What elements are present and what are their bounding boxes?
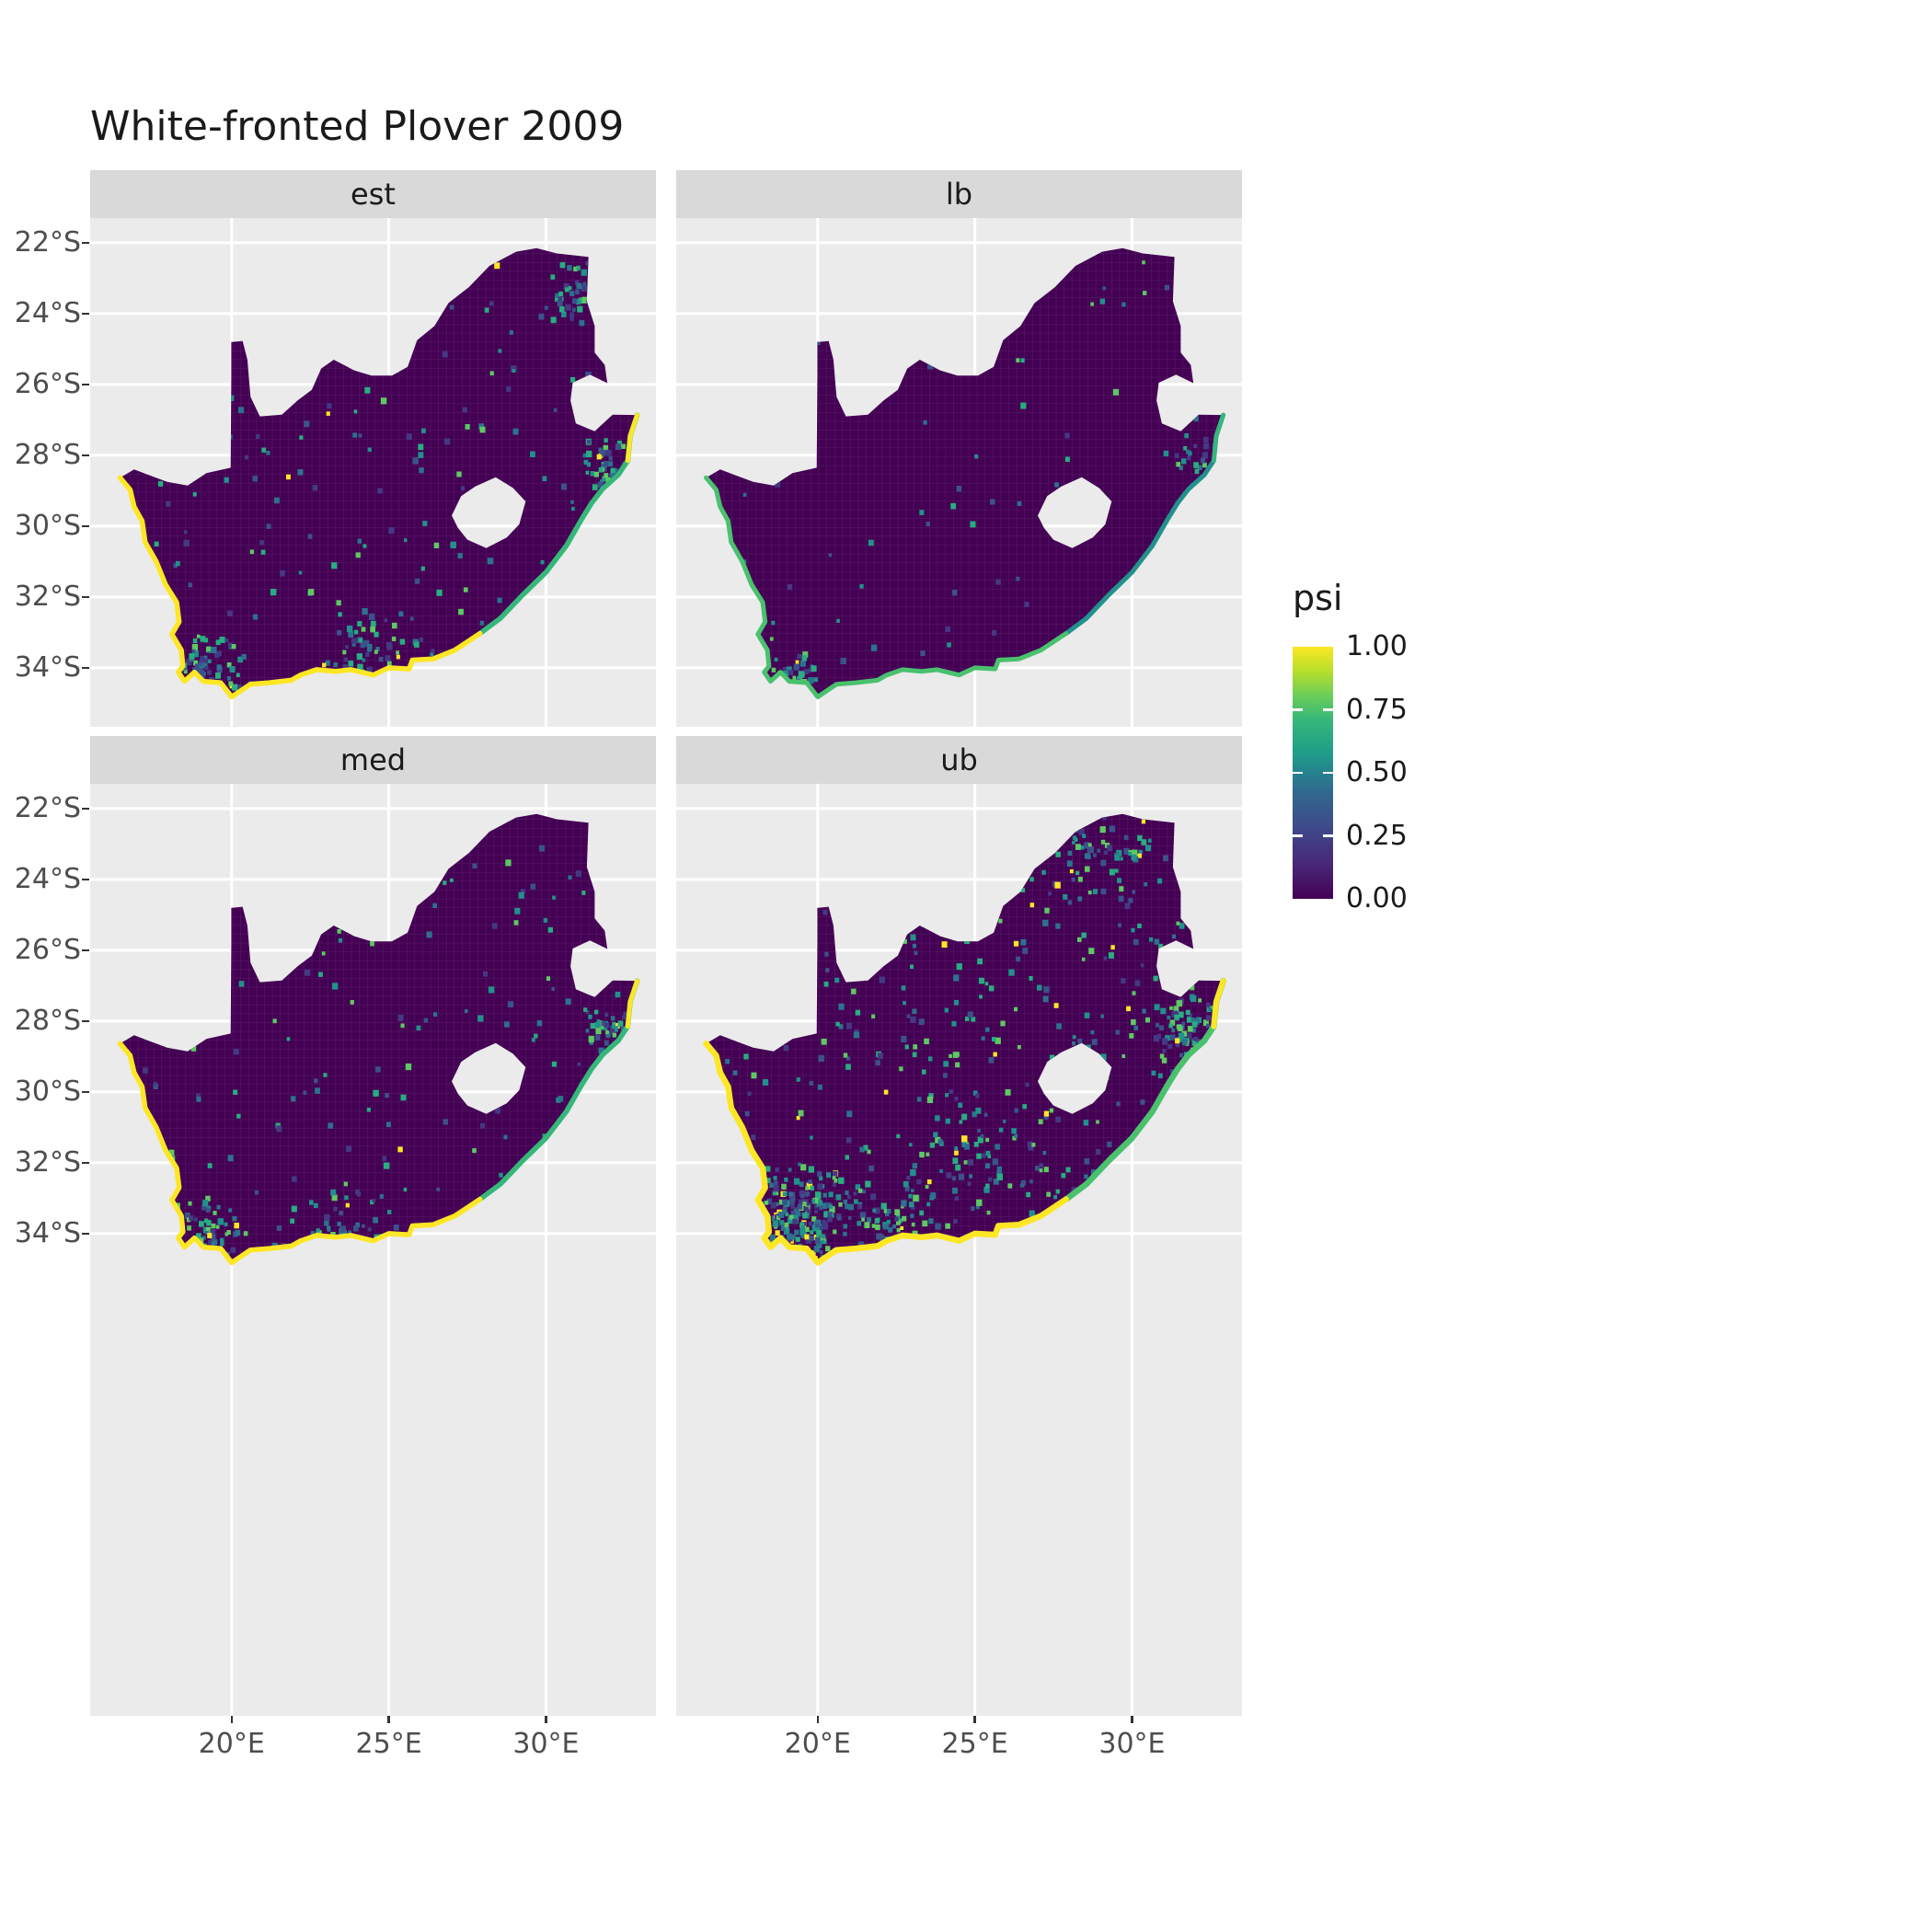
x-axis-tick (973, 1716, 976, 1723)
legend-colorbar-tick (1293, 771, 1303, 775)
x-axis-label: 30°E (512, 1728, 580, 1760)
y-axis-label: 26°S (14, 367, 81, 400)
y-axis-tick (82, 383, 89, 386)
legend-colorbar-tick (1293, 834, 1303, 837)
x-axis-label: 25°E (941, 1728, 1008, 1760)
facet-strip-ub: ub (676, 736, 1242, 784)
legend-tick-label: 0.25 (1346, 819, 1408, 852)
y-axis-tick (82, 949, 89, 952)
y-axis-label: 22°S (14, 225, 81, 259)
x-axis-tick (387, 1716, 390, 1723)
facet-strip-med: med (90, 736, 656, 784)
x-axis-label: 20°E (198, 1728, 265, 1760)
legend-tick-label: 1.00 (1346, 630, 1408, 662)
x-axis-tick (545, 1716, 547, 1723)
legend-colorbar-tick (1323, 708, 1333, 711)
y-axis-label: 30°S (14, 509, 81, 542)
facet-panel-lb (676, 218, 1242, 727)
legend-tick-label: 0.75 (1346, 693, 1408, 726)
x-axis-label: 20°E (784, 1728, 851, 1760)
map-est (90, 218, 656, 727)
y-axis-tick (82, 1232, 89, 1236)
legend-tick-label: 0.00 (1346, 882, 1408, 914)
y-axis-tick (82, 454, 89, 457)
y-axis-label: 34°S (14, 650, 81, 684)
y-axis-tick (82, 595, 89, 599)
y-axis-label: 28°S (14, 1004, 81, 1037)
x-axis-tick (230, 1716, 233, 1723)
y-axis-label: 32°S (14, 1145, 81, 1179)
y-axis-tick (82, 1019, 89, 1023)
legend-colorbar-tick (1293, 708, 1303, 711)
figure-title: White-fronted Plover 2009 (90, 103, 625, 150)
y-axis-tick (82, 1161, 89, 1165)
y-axis-tick (82, 807, 89, 811)
y-axis-tick (82, 878, 89, 881)
y-axis-tick (82, 524, 89, 528)
x-axis-label: 25°E (355, 1728, 422, 1760)
facet-strip-label: est (351, 177, 396, 212)
map-ub (676, 784, 1242, 1716)
y-axis-tick (82, 666, 89, 670)
x-axis-label: 30°E (1098, 1728, 1166, 1760)
y-axis-label: 28°S (14, 438, 81, 471)
facet-strip-label: lb (945, 177, 973, 212)
map-lb (676, 218, 1242, 727)
y-axis-label: 32°S (14, 580, 81, 613)
y-axis-label: 22°S (14, 791, 81, 824)
facet-strip-est: est (90, 170, 656, 218)
x-axis-tick (1131, 1716, 1133, 1723)
y-axis-label: 30°S (14, 1075, 81, 1108)
y-axis-tick (82, 312, 89, 316)
facet-strip-lb: lb (676, 170, 1242, 218)
x-axis-tick (816, 1716, 819, 1723)
y-axis-label: 24°S (14, 862, 81, 895)
facet-panel-est (90, 218, 656, 727)
y-axis-label: 34°S (14, 1216, 81, 1249)
y-axis-label: 26°S (14, 933, 81, 966)
legend-title: psi (1293, 578, 1343, 618)
facet-panel-med (90, 784, 656, 1716)
legend-colorbar-tick (1323, 771, 1333, 775)
map-med (90, 784, 656, 1716)
facet-panel-ub (676, 784, 1242, 1716)
legend-colorbar-tick (1323, 834, 1333, 837)
facet-strip-label: med (339, 742, 407, 777)
legend-tick-label: 0.50 (1346, 756, 1408, 788)
y-axis-label: 24°S (14, 296, 81, 329)
y-axis-tick (82, 1090, 89, 1094)
facet-strip-label: ub (940, 742, 978, 777)
y-axis-tick (82, 241, 89, 245)
